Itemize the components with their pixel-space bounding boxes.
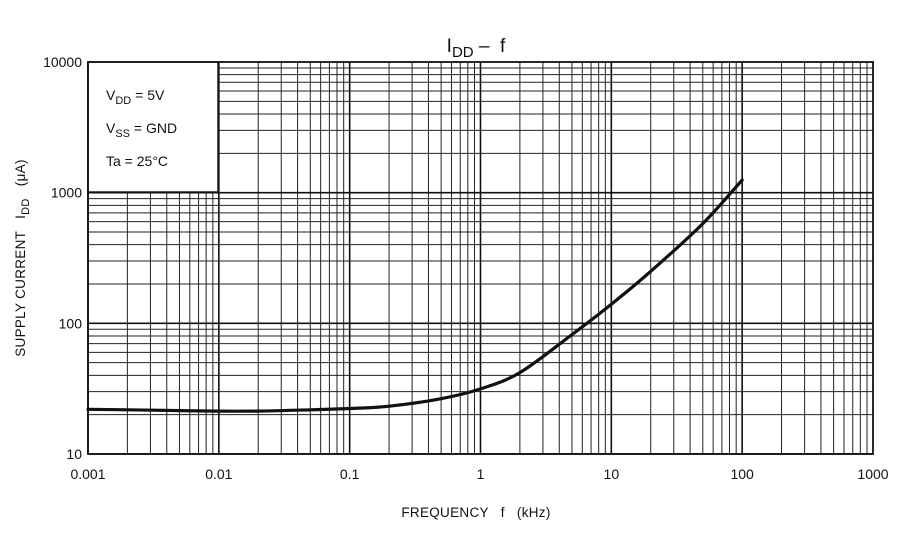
x-tick-label: 10 [604, 466, 620, 482]
chart-title: IDD – f [447, 36, 506, 61]
x-axis-label: FREQUENCY f (kHz) [401, 505, 550, 520]
x-tick-label: 0.1 [340, 466, 360, 482]
y-tick-label: 1000 [51, 185, 82, 201]
y-tick-labels: 10 100 1000 10000 [43, 54, 82, 462]
x-tick-label: 1 [477, 466, 485, 482]
series-layer [86, 178, 744, 413]
x-tick-label: 1000 [857, 466, 888, 482]
idd-curve [86, 178, 744, 413]
y-axis-label: SUPPLY CURRENT IDD (μA) [13, 159, 32, 357]
x-tick-label: 100 [730, 466, 754, 482]
x-tick-label: 0.001 [70, 466, 105, 482]
x-tick-labels: 0.001 0.01 0.1 1 10 100 1000 [70, 466, 888, 482]
conditions-box [87, 61, 219, 193]
y-tick-label: 10000 [43, 54, 82, 70]
condition-vss: VSS = GND [106, 120, 177, 140]
condition-vdd: VDD = 5V [106, 87, 165, 107]
plot-frame [87, 61, 874, 455]
x-tick-label: 0.01 [205, 466, 232, 482]
condition-ta: Ta = 25°C [106, 153, 168, 169]
y-tick-label: 100 [59, 315, 83, 331]
y-tick-label: 10 [66, 446, 82, 462]
